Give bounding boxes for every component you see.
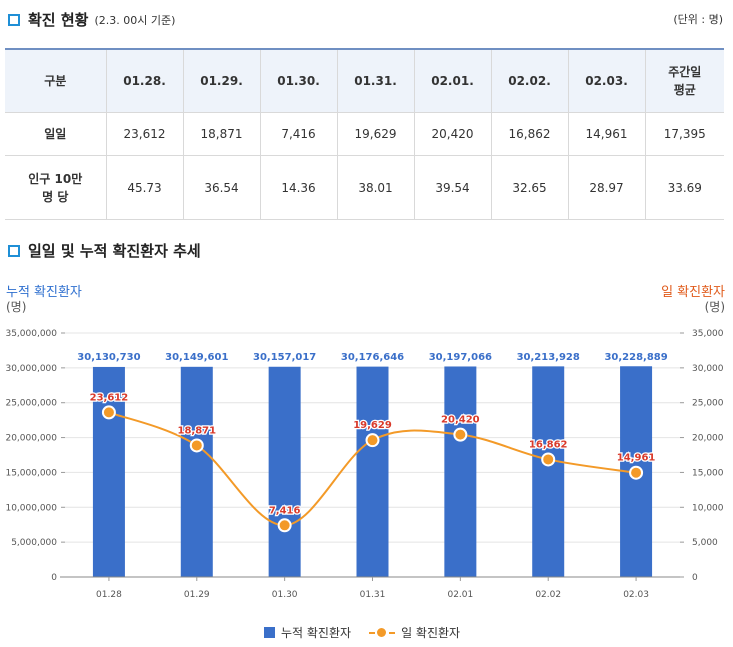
table-cell: 23,612 <box>105 112 184 156</box>
right-tick-label: 15,000 <box>692 468 724 478</box>
right-tick-label: 10,000 <box>692 503 724 513</box>
bar-data-label: 30,176,646 <box>341 352 404 363</box>
left-axis-title-text: 누적 확진환자 <box>6 285 82 300</box>
x-tick-label: 02.02 <box>535 590 561 600</box>
bar-cumulative <box>532 366 565 577</box>
table-cell: 18,871 <box>182 112 261 156</box>
x-tick-label: 01.29 <box>184 590 210 600</box>
left-tick-label: 20,000,000 <box>5 434 57 444</box>
line-point-daily <box>277 518 292 533</box>
line-point-daily <box>365 433 380 448</box>
status-section-title: 확진 현황 <box>28 11 89 29</box>
table-cell: 17,395 <box>644 112 724 156</box>
status-section-header: 확진 현황 (2.3. 00시 기준) <box>8 9 175 30</box>
left-tick-label: 25,000,000 <box>5 399 57 409</box>
right-tick-label: 30,000 <box>692 364 724 374</box>
table-row: 일일 23,612 18,871 7,416 19,629 20,420 16,862 14,… <box>5 112 724 156</box>
square-bullet-icon <box>8 244 20 257</box>
legend-bar-swatch <box>264 627 275 638</box>
line-data-label: 18,871 <box>177 425 216 436</box>
bar-data-label: 30,149,601 <box>165 352 228 363</box>
right-axis-title: 일 확진환자 (명) <box>661 285 725 315</box>
table-header-cell: 02.02. <box>490 48 569 113</box>
x-tick-label: 02.01 <box>447 590 473 600</box>
legend-bar-label: 누적 확진환자 <box>281 626 352 640</box>
right-tick-label: 20,000 <box>692 434 724 444</box>
left-tick-label: 30,000,000 <box>5 364 57 374</box>
left-tick-label: 5,000,000 <box>11 538 57 548</box>
left-axis-unit: (명) <box>6 300 27 314</box>
chart-legend: 누적 확진환자 일 확진환자 <box>264 624 460 641</box>
table-header-category: 구분 <box>5 48 107 113</box>
bar-cumulative <box>92 366 125 577</box>
line-point-daily <box>541 452 556 467</box>
right-tick-label: 5,000 <box>692 538 718 548</box>
line-data-label: 23,612 <box>90 392 129 403</box>
line-data-label: 19,629 <box>353 420 392 431</box>
legend-line-label: 일 확진환자 <box>401 626 461 640</box>
unit-label: (단위 : 명) <box>673 13 723 26</box>
x-tick-label: 01.28 <box>96 590 122 600</box>
bar-data-label: 30,157,017 <box>253 352 316 363</box>
left-tick-label: 15,000,000 <box>5 468 57 478</box>
table-cell: 36.54 <box>182 155 261 220</box>
table-cell: 45.73 <box>105 155 184 220</box>
status-section-subtitle: (2.3. 00시 기준) <box>94 13 176 27</box>
right-tick-label: 35,000 <box>692 329 724 339</box>
table-header-cell: 01.28. <box>105 48 184 113</box>
table-header-cell: 01.31. <box>336 48 415 113</box>
bar-data-label: 30,213,928 <box>517 352 580 363</box>
line-point-daily <box>189 438 204 453</box>
table-cell: 39.54 <box>413 155 492 220</box>
table-row-label: 일일 <box>5 112 107 156</box>
left-tick-label: 35,000,000 <box>5 329 57 339</box>
square-bullet-icon <box>8 13 20 26</box>
table-header-cell: 02.01. <box>413 48 492 113</box>
trend-section-title: 일일 및 누적 확진환자 추세 <box>28 242 201 260</box>
table-cell: 16,862 <box>490 112 569 156</box>
trend-chart: 0 5,000,000 10,000,000 15,000,000 20,000,000… <box>5 329 724 600</box>
table-row-label: 인구 10만 명 당 <box>5 155 107 220</box>
bar-cumulative <box>356 366 389 577</box>
line-point-daily <box>453 427 468 442</box>
right-tick-label: 25,000 <box>692 399 724 409</box>
left-axis-title: 누적 확진환자 (명) <box>6 285 82 315</box>
line-data-label: 20,420 <box>441 415 480 426</box>
line-point-daily <box>101 405 116 420</box>
bar-data-label: 30,228,889 <box>604 352 667 363</box>
table-cell: 33.69 <box>644 155 724 220</box>
table-header-row: 구분 01.28. 01.29. 01.30. 01.31. 02.01. 02.02. 02… <box>5 48 724 113</box>
line-data-label: 16,862 <box>529 439 568 450</box>
stats-table: 구분 01.28. 01.29. 01.30. 01.31. 02.01. 02.02. 02… <box>5 48 724 220</box>
bar-data-label: 30,130,730 <box>77 352 140 363</box>
right-axis-title-text: 일 확진환자 <box>661 285 725 300</box>
table-cell: 19,629 <box>336 112 415 156</box>
line-data-label: 7,416 <box>269 505 301 516</box>
bar-cumulative <box>444 366 477 577</box>
left-tick-label: 0 <box>51 573 57 583</box>
table-cell: 14,961 <box>567 112 646 156</box>
table-cell: 14.36 <box>259 155 338 220</box>
table-cell: 28.97 <box>567 155 646 220</box>
trend-section-header: 일일 및 누적 확진환자 추세 <box>8 240 201 261</box>
x-tick-label: 02.03 <box>623 590 649 600</box>
table-row: 인구 10만 명 당 45.73 36.54 14.36 38.01 39.54 32.65 2… <box>5 155 724 220</box>
table-header-cell: 01.29. <box>182 48 261 113</box>
x-tick-label: 01.31 <box>360 590 386 600</box>
bar-data-label: 30,197,066 <box>429 352 492 363</box>
right-tick-label: 0 <box>692 573 698 583</box>
x-tick-label: 01.30 <box>272 590 298 600</box>
right-axis-unit: (명) <box>704 300 725 314</box>
bar-cumulative <box>268 366 301 577</box>
left-tick-label: 10,000,000 <box>5 503 57 513</box>
line-data-label: 14,961 <box>617 453 656 464</box>
legend-line-swatch <box>369 627 396 638</box>
bar-cumulative <box>180 366 213 577</box>
line-point-daily <box>629 465 644 480</box>
